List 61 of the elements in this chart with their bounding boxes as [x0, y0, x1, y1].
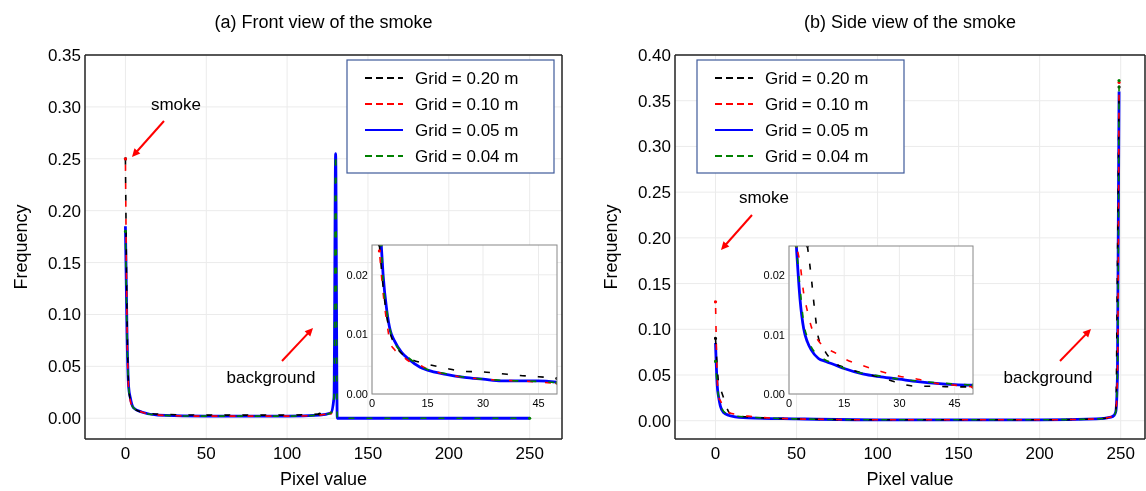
annotation: smoke: [150, 94, 202, 114]
x-tick-label: 200: [1025, 444, 1054, 463]
legend-label: Grid = 0.05 m: [415, 120, 519, 140]
y-tick-label: 0.01: [763, 328, 785, 341]
x-tick-label: 15: [421, 397, 434, 409]
legend-label: Grid = 0.20 m: [765, 68, 869, 88]
x-tick-label: 50: [196, 444, 216, 463]
x-tick-label: 45: [532, 397, 545, 409]
legend-label: Grid = 0.04 m: [415, 146, 519, 166]
y-tick-label: 0.02: [763, 269, 785, 282]
y-tick-label: 0.35: [47, 45, 81, 65]
x-tick-label: 0: [785, 397, 793, 409]
legend-label: Grid = 0.10 m: [765, 94, 869, 114]
x-tick-label: 15: [838, 397, 851, 409]
x-tick-label: 150: [944, 444, 973, 463]
x-tick-label: 100: [272, 444, 302, 463]
y-tick-label: 0.25: [47, 149, 81, 169]
x-axis-title: Pixel value: [866, 469, 954, 489]
x-axis-title: Pixel value: [279, 469, 368, 489]
x-tick-label: 30: [893, 397, 906, 409]
x-tick-label: 250: [515, 444, 544, 463]
annotation: smoke: [738, 187, 790, 207]
annotation: background: [1003, 367, 1093, 387]
y-tick-label: 0.01: [346, 328, 368, 341]
y-tick-label: 0.25: [637, 183, 671, 203]
y-axis-title: Frequency: [11, 204, 31, 290]
legend-label: Grid = 0.20 m: [415, 68, 519, 88]
x-tick-label: 200: [434, 444, 463, 463]
y-tick-label: 0.00: [763, 387, 785, 400]
x-tick-label: 50: [787, 444, 807, 463]
y-tick-label: 0.10: [637, 320, 671, 340]
x-tick-label: 30: [476, 397, 490, 409]
y-tick-label: 0.35: [637, 91, 671, 111]
y-tick-label: 0.10: [47, 305, 81, 325]
y-tick-label: 0.30: [637, 137, 671, 157]
y-tick-label: 0.00: [346, 387, 368, 400]
x-tick-label: 0: [120, 444, 131, 463]
y-tick-label: 0.02: [346, 268, 368, 281]
legend-label: Grid = 0.10 m: [415, 94, 519, 114]
x-tick-label: 0: [710, 444, 721, 463]
x-tick-label: 0: [368, 397, 376, 409]
y-tick-label: 0.05: [47, 357, 81, 377]
x-tick-label: 100: [863, 444, 892, 463]
chart-title: (b) Side view of the smoke: [803, 12, 1017, 32]
y-tick-label: 0.20: [637, 228, 671, 248]
legend-label: Grid = 0.05 m: [765, 120, 869, 140]
y-tick-label: 0.15: [637, 274, 671, 294]
y-tick-label: 0.40: [637, 45, 671, 65]
annotation: background: [226, 367, 316, 387]
y-tick-label: 0.05: [637, 365, 671, 385]
y-tick-label: 0.15: [47, 253, 81, 273]
x-tick-label: 250: [1106, 444, 1135, 463]
y-tick-label: 0.00: [637, 411, 671, 431]
y-tick-label: 0.20: [47, 201, 81, 221]
y-axis-title: Frequency: [601, 204, 621, 290]
x-tick-label: 150: [353, 444, 383, 463]
x-tick-label: 45: [948, 397, 961, 409]
y-tick-label: 0.00: [47, 409, 81, 429]
chart-title: (a) Front view of the smoke: [214, 12, 433, 32]
legend-label: Grid = 0.04 m: [765, 146, 869, 166]
y-tick-label: 0.30: [47, 97, 81, 117]
